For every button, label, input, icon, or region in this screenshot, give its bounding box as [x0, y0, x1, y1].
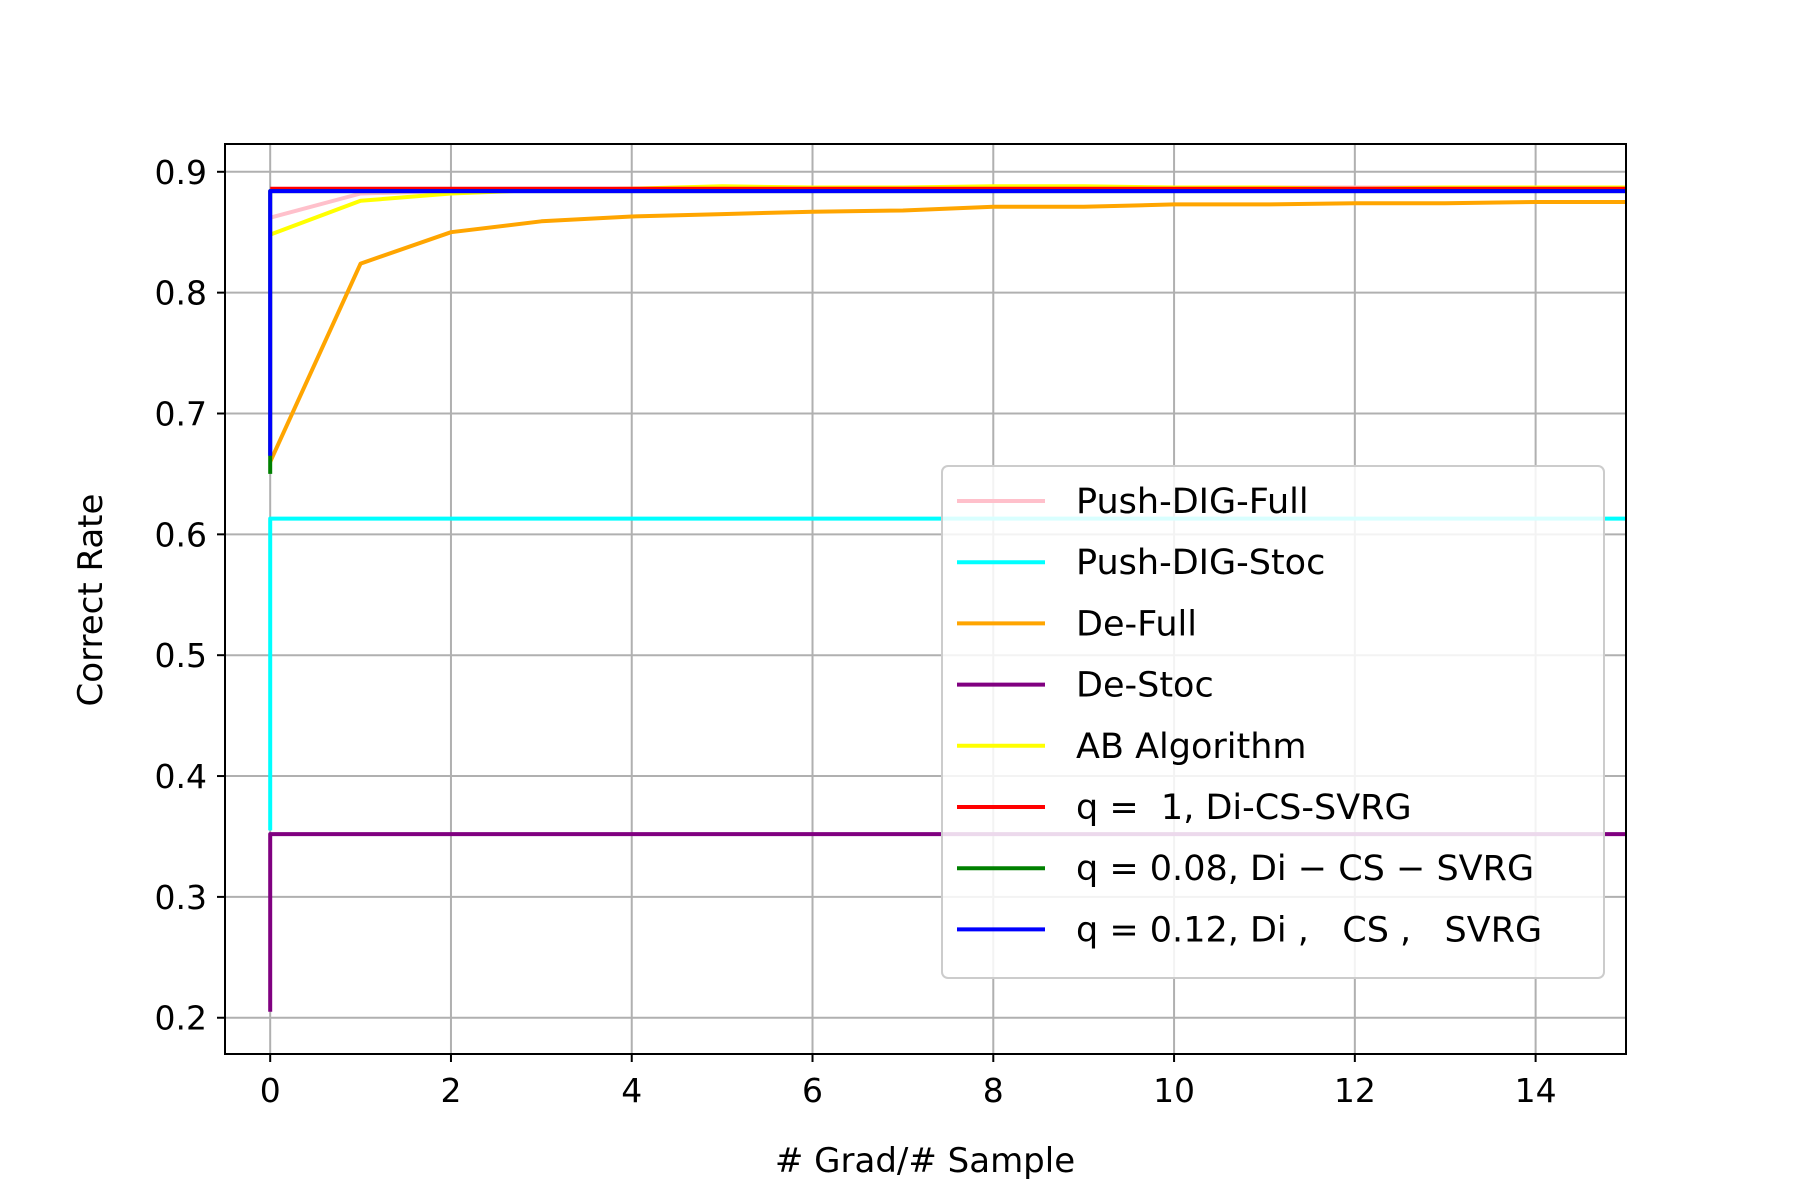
- x-axis-ticks: 0 2 4 6 8 10 12 14: [260, 1054, 1557, 1110]
- y-tick-label: 0.3: [155, 878, 207, 917]
- legend-label: q = 0.08, Di − CS − SVRG: [1076, 849, 1534, 889]
- x-tick-label: 10: [1153, 1071, 1195, 1110]
- x-tick-label: 6: [802, 1071, 823, 1110]
- x-axis-title: # Grad/# Sample: [775, 1141, 1075, 1181]
- y-axis-ticks: 0.2 0.3 0.4 0.5 0.6 0.7 0.8 0.9: [155, 153, 225, 1038]
- legend-label: AB Algorithm: [1076, 727, 1307, 767]
- x-tick-label: 2: [440, 1071, 461, 1110]
- x-tick-label: 0: [260, 1071, 281, 1110]
- y-tick-label: 0.5: [155, 636, 207, 675]
- y-tick-label: 0.7: [155, 394, 207, 433]
- y-tick-label: 0.6: [155, 515, 207, 554]
- series-line-8: [268, 189, 1626, 456]
- plot-frame: [224, 143, 1627, 1055]
- x-tick-label: 12: [1334, 1071, 1376, 1110]
- y-tick-label: 0.2: [155, 999, 207, 1038]
- series-line-3: [268, 200, 1626, 463]
- legend-label: q = 0.12, Di , CS , SVRG: [1076, 910, 1542, 950]
- legend-label: Push-DIG-Stoc: [1076, 543, 1325, 583]
- y-tick-label: 0.9: [155, 153, 207, 192]
- x-tick-label: 14: [1515, 1071, 1557, 1110]
- legend-label: De-Stoc: [1076, 666, 1214, 706]
- legend-label: Push-DIG-Full: [1076, 482, 1309, 522]
- x-tick-label: 8: [983, 1071, 1004, 1110]
- legend-label: De-Full: [1076, 604, 1197, 644]
- y-tick-label: 0.4: [155, 757, 207, 796]
- legend: Push-DIG-Full Push-DIG-Stoc De-Full De-Stoc…: [941, 465, 1605, 979]
- y-tick-label: 0.8: [155, 274, 207, 313]
- x-tick-label: 4: [621, 1071, 642, 1110]
- legend-label: q = 1, Di-CS-SVRG: [1076, 788, 1412, 828]
- legend-box: [941, 465, 1605, 979]
- y-axis-title: Correct Rate: [71, 494, 111, 707]
